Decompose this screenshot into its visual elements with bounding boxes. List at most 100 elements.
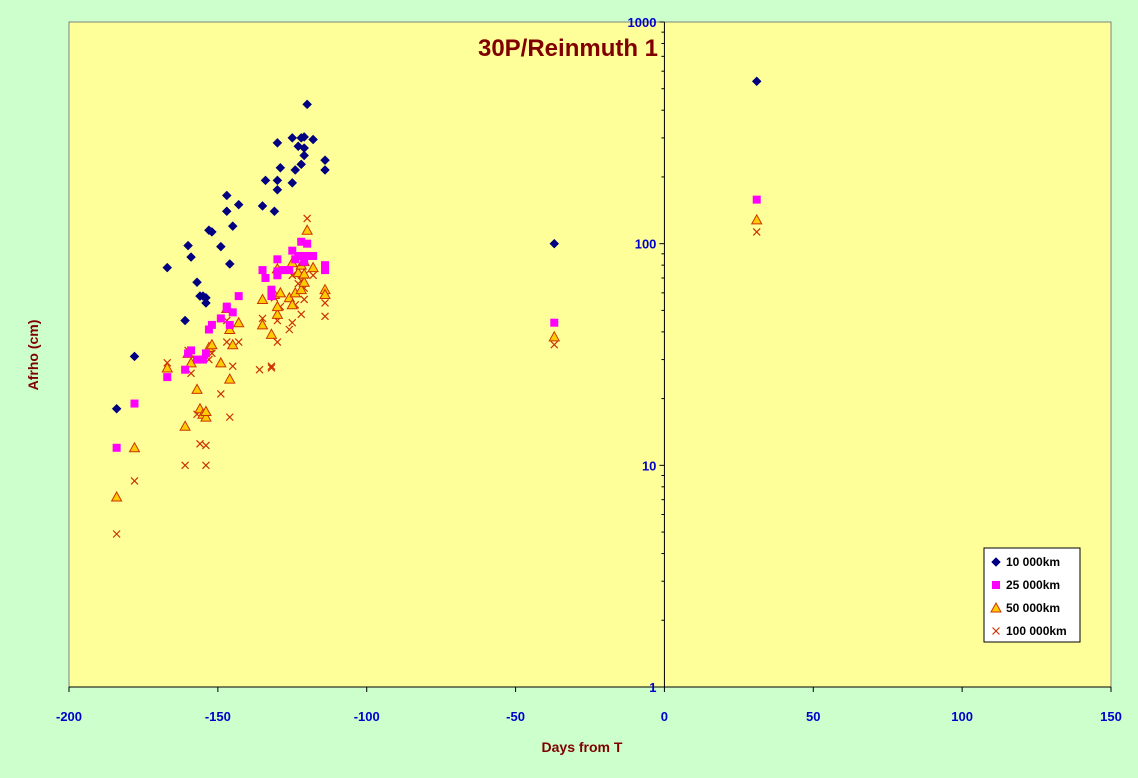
data-point	[232, 316, 245, 328]
data-point	[196, 439, 204, 448]
data-point	[751, 76, 762, 87]
data-point	[298, 267, 311, 279]
data-point	[214, 356, 227, 368]
data-point	[267, 362, 276, 371]
x-tick-label: -50	[506, 709, 525, 724]
y-tick-label: 10	[642, 458, 656, 473]
data-point	[308, 134, 318, 145]
chart-title: 30P/Reinmuth 1	[478, 35, 658, 62]
x-tick-label: 150	[1100, 709, 1122, 724]
plot-area	[68, 21, 1112, 688]
data-point	[130, 477, 139, 485]
data-point	[129, 351, 140, 362]
data-point	[321, 261, 330, 270]
data-point	[162, 262, 173, 273]
data-point	[257, 201, 268, 211]
data-point	[297, 237, 306, 246]
data-point	[186, 252, 196, 262]
data-point	[550, 318, 559, 327]
legend-label: 100 000km	[1006, 624, 1067, 638]
legend-marker-triangle	[990, 601, 1002, 613]
legend-label: 25 000km	[1006, 578, 1060, 592]
data-point	[299, 132, 310, 142]
data-point	[192, 277, 202, 288]
legend-label: 10 000km	[1006, 555, 1060, 569]
data-point	[112, 443, 121, 452]
data-point	[279, 266, 288, 275]
data-point	[258, 266, 267, 275]
data-point	[221, 190, 232, 201]
y-tick-label: 1000	[628, 15, 657, 30]
data-point	[260, 175, 271, 186]
data-point	[550, 340, 559, 349]
data-point	[215, 241, 226, 252]
data-point	[300, 295, 309, 304]
data-point	[202, 441, 210, 450]
data-point	[181, 365, 190, 374]
x-axis-label: Days from T	[542, 739, 623, 755]
data-point	[201, 349, 210, 358]
data-point	[549, 238, 560, 249]
x-tick-label: -100	[354, 709, 380, 724]
data-point	[201, 298, 211, 308]
data-point	[309, 251, 318, 260]
y-axis-label: Afrho (cm)	[25, 320, 41, 391]
data-point	[302, 99, 313, 110]
data-point	[269, 206, 280, 217]
x-tick-label: -200	[56, 709, 82, 724]
data-point	[319, 288, 331, 299]
data-point	[234, 292, 243, 301]
data-point	[273, 338, 282, 346]
data-point	[286, 298, 299, 310]
legend-marker-diamond	[991, 557, 1001, 567]
data-point	[228, 362, 237, 371]
data-point	[296, 159, 307, 170]
data-point	[297, 251, 306, 260]
data-point	[161, 361, 174, 373]
data-point	[267, 364, 276, 372]
x-tick-label: 100	[951, 709, 973, 724]
data-point	[223, 323, 236, 334]
legend-label: 50 000km	[1006, 601, 1060, 615]
data-point	[295, 283, 308, 295]
data-point	[271, 300, 284, 312]
data-point	[207, 320, 216, 329]
data-point	[183, 240, 193, 251]
data-point	[303, 251, 312, 260]
data-point	[181, 461, 190, 470]
data-point	[225, 320, 234, 329]
data-point	[290, 165, 301, 175]
data-point	[273, 255, 282, 264]
data-point	[298, 276, 311, 287]
data-point	[221, 206, 232, 217]
data-point	[297, 310, 306, 319]
data-point	[288, 318, 297, 327]
data-point	[180, 315, 190, 326]
data-point	[273, 267, 282, 276]
data-point	[300, 257, 309, 266]
data-point	[321, 312, 329, 321]
legend-marker-square	[992, 581, 1000, 589]
data-point	[258, 314, 267, 323]
x-tick-label: -150	[205, 709, 231, 724]
data-point	[320, 165, 330, 175]
data-point	[201, 292, 211, 303]
data-point	[285, 325, 294, 334]
legend: 10 000km 25 000km 50 000km 100 000km	[983, 547, 1081, 643]
data-point	[256, 293, 269, 304]
data-point	[130, 399, 139, 408]
data-point	[267, 292, 276, 301]
data-point	[193, 355, 202, 364]
y-tick-label: 1	[649, 680, 656, 695]
data-point	[128, 441, 141, 453]
data-point	[200, 405, 212, 416]
data-point	[163, 373, 172, 382]
data-point	[234, 338, 243, 346]
data-point	[202, 461, 210, 470]
data-point	[216, 314, 225, 323]
data-point	[112, 530, 121, 538]
data-point	[198, 355, 207, 364]
data-point	[225, 413, 234, 422]
data-point	[301, 224, 314, 235]
